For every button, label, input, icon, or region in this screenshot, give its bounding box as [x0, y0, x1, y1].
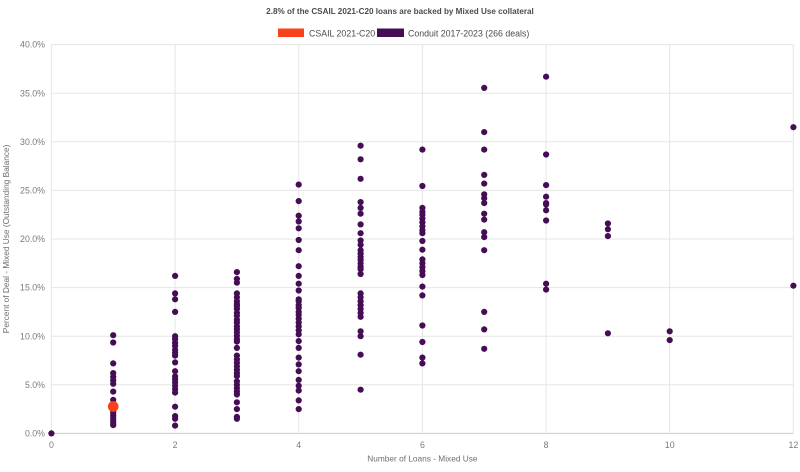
svg-text:12: 12 [789, 440, 799, 450]
svg-text:15.0%: 15.0% [20, 283, 45, 293]
svg-text:35.0%: 35.0% [20, 88, 45, 98]
svg-text:2.8% of the CSAIL 2021-C20 loa: 2.8% of the CSAIL 2021-C20 loans are bac… [266, 7, 534, 16]
svg-text:25.0%: 25.0% [20, 186, 45, 196]
svg-text:CSAIL 2021-C20: CSAIL 2021-C20 [309, 29, 375, 39]
svg-text:4: 4 [296, 440, 301, 450]
svg-text:Number of Loans - Mixed Use: Number of Loans - Mixed Use [367, 454, 478, 464]
svg-text:6: 6 [420, 440, 425, 450]
svg-text:Percent of Deal - Mixed Use (O: Percent of Deal - Mixed Use (Outstanding… [1, 144, 11, 333]
svg-text:5.0%: 5.0% [25, 380, 45, 390]
svg-text:10.0%: 10.0% [20, 331, 45, 341]
svg-text:20.0%: 20.0% [20, 234, 45, 244]
svg-text:0: 0 [49, 440, 54, 450]
svg-text:Conduit 2017-2023 (266 deals): Conduit 2017-2023 (266 deals) [408, 29, 529, 39]
svg-text:30.0%: 30.0% [20, 137, 45, 147]
svg-text:8: 8 [544, 440, 549, 450]
svg-text:40.0%: 40.0% [20, 40, 45, 50]
svg-text:10: 10 [665, 440, 675, 450]
svg-text:2: 2 [173, 440, 178, 450]
svg-text:0.0%: 0.0% [25, 429, 45, 439]
